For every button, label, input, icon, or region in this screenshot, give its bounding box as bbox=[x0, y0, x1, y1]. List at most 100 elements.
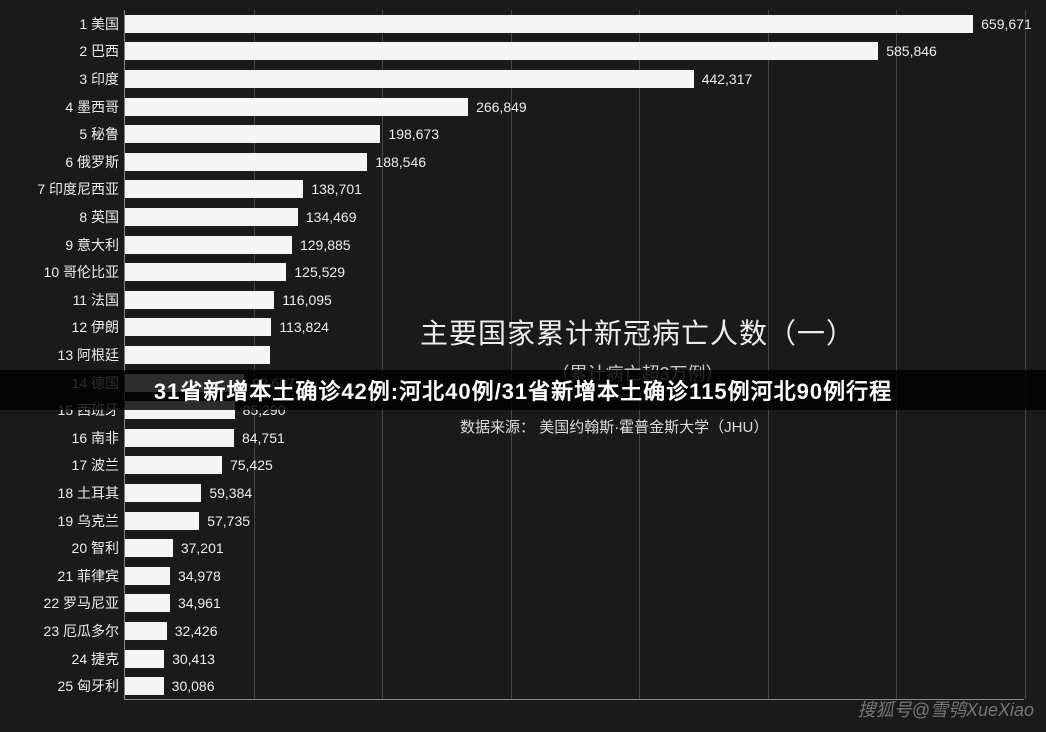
bar-value: 34,978 bbox=[170, 568, 221, 584]
bar-value: 85,290 bbox=[235, 402, 286, 418]
bar-label: 25 匈牙利 bbox=[58, 676, 125, 696]
bar-value: 585,846 bbox=[878, 43, 937, 59]
bar bbox=[125, 374, 244, 392]
bar-value: 266,849 bbox=[468, 99, 527, 115]
gridline bbox=[1025, 10, 1026, 699]
bar bbox=[125, 567, 170, 585]
bar-value: 30,086 bbox=[164, 678, 215, 694]
bar-row: 14 德国92,607 bbox=[125, 369, 295, 397]
bar-row: 16 南非84,751 bbox=[125, 424, 285, 452]
bar-row: 18 土耳其59,384 bbox=[125, 479, 252, 507]
gridline bbox=[639, 10, 640, 699]
bar-value: 37,201 bbox=[173, 540, 224, 556]
bar-label: 18 土耳其 bbox=[58, 483, 125, 503]
bar-label: 4 墨西哥 bbox=[65, 97, 125, 117]
bar bbox=[125, 594, 170, 612]
bar-value: 59,384 bbox=[201, 485, 252, 501]
bar bbox=[125, 401, 235, 419]
bar-label: 13 阿根廷 bbox=[58, 345, 125, 365]
bar-label: 9 意大利 bbox=[65, 235, 125, 255]
bar bbox=[125, 98, 468, 116]
bar-value: 32,426 bbox=[167, 623, 218, 639]
bar-label: 1 美国 bbox=[79, 14, 125, 34]
bar-row: 11 法国116,095 bbox=[125, 286, 332, 314]
bar bbox=[125, 208, 298, 226]
bar bbox=[125, 236, 292, 254]
bar-label: 7 印度尼西亚 bbox=[37, 179, 125, 199]
bar bbox=[125, 153, 367, 171]
bar-row: 21 菲律宾34,978 bbox=[125, 562, 221, 590]
bar-label: 23 厄瓜多尔 bbox=[44, 621, 125, 641]
bar-label: 5 秘鲁 bbox=[79, 124, 125, 144]
bar-label: 2 巴西 bbox=[79, 41, 125, 61]
bar-value: 188,546 bbox=[367, 154, 426, 170]
bar-value: 442,317 bbox=[694, 71, 753, 87]
bar bbox=[125, 70, 694, 88]
bar-value: 57,735 bbox=[199, 513, 250, 529]
gridline bbox=[768, 10, 769, 699]
bar-value: 198,673 bbox=[380, 126, 439, 142]
bar-row: 19 乌克兰57,735 bbox=[125, 507, 250, 535]
bar-row: 9 意大利129,885 bbox=[125, 231, 351, 259]
bar-row: 3 印度442,317 bbox=[125, 65, 752, 93]
bar-row: 24 捷克30,413 bbox=[125, 645, 215, 673]
bar-label: 20 智利 bbox=[72, 538, 125, 558]
bar-row: 2 巴西585,846 bbox=[125, 38, 937, 66]
bar bbox=[125, 125, 380, 143]
bar-row: 20 智利37,201 bbox=[125, 534, 224, 562]
bar-label: 15 西班牙 bbox=[58, 400, 125, 420]
bar-label: 10 哥伦比亚 bbox=[44, 262, 125, 282]
bar bbox=[125, 263, 286, 281]
chart-area: 1 美国659,6712 巴西585,8463 印度442,3174 墨西哥26… bbox=[124, 10, 1024, 700]
bar-label: 12 伊朗 bbox=[72, 317, 125, 337]
bar-row: 7 印度尼西亚138,701 bbox=[125, 176, 362, 204]
bar-label: 16 南非 bbox=[72, 428, 125, 448]
bar bbox=[125, 346, 270, 364]
bar bbox=[125, 650, 164, 668]
bar-label: 6 俄罗斯 bbox=[65, 152, 125, 172]
bar bbox=[125, 318, 271, 336]
bar-value: 659,671 bbox=[973, 16, 1032, 32]
bar bbox=[125, 484, 201, 502]
bar-label: 19 乌克兰 bbox=[58, 511, 125, 531]
bar-label: 22 罗马尼亚 bbox=[44, 593, 125, 613]
bar-row: 22 罗马尼亚34,961 bbox=[125, 590, 221, 618]
bar-value: 113,824 bbox=[271, 319, 329, 335]
bar-row: 1 美国659,671 bbox=[125, 10, 1032, 38]
bar-label: 11 法国 bbox=[73, 290, 125, 310]
bar-label: 14 德国 bbox=[72, 373, 125, 393]
bar bbox=[125, 622, 167, 640]
bar-value: 134,469 bbox=[298, 209, 357, 225]
bar bbox=[125, 42, 878, 60]
bar bbox=[125, 677, 164, 695]
bar-row: 15 西班牙85,290 bbox=[125, 396, 285, 424]
bar bbox=[125, 512, 199, 530]
bar-value: 92,607 bbox=[244, 375, 295, 391]
bar bbox=[125, 180, 303, 198]
bar-row: 6 俄罗斯188,546 bbox=[125, 148, 426, 176]
bar-value: 138,701 bbox=[303, 181, 362, 197]
bar bbox=[125, 429, 234, 447]
bar-row: 5 秘鲁198,673 bbox=[125, 120, 439, 148]
bar-value: 116,095 bbox=[274, 292, 332, 308]
bar-row: 4 墨西哥266,849 bbox=[125, 93, 527, 121]
bar-value: 34,961 bbox=[170, 595, 221, 611]
bar-value: 84,751 bbox=[234, 430, 285, 446]
bar-row: 13 阿根廷 bbox=[125, 341, 278, 369]
bar-label: 8 英国 bbox=[79, 207, 125, 227]
bar-row: 25 匈牙利30,086 bbox=[125, 672, 215, 700]
bar bbox=[125, 539, 173, 557]
bar-row: 10 哥伦比亚125,529 bbox=[125, 258, 345, 286]
bar-row: 17 波兰75,425 bbox=[125, 452, 273, 480]
bar-label: 21 菲律宾 bbox=[58, 566, 125, 586]
bar-label: 24 捷克 bbox=[72, 649, 125, 669]
bar-value: 30,413 bbox=[164, 651, 215, 667]
bar-row: 12 伊朗113,824 bbox=[125, 314, 329, 342]
bar-row: 8 英国134,469 bbox=[125, 203, 356, 231]
bar bbox=[125, 456, 222, 474]
bar-label: 17 波兰 bbox=[72, 455, 125, 475]
bar-value: 129,885 bbox=[292, 237, 351, 253]
bar-value: 75,425 bbox=[222, 457, 273, 473]
bar-row: 23 厄瓜多尔32,426 bbox=[125, 617, 218, 645]
bar bbox=[125, 15, 973, 33]
